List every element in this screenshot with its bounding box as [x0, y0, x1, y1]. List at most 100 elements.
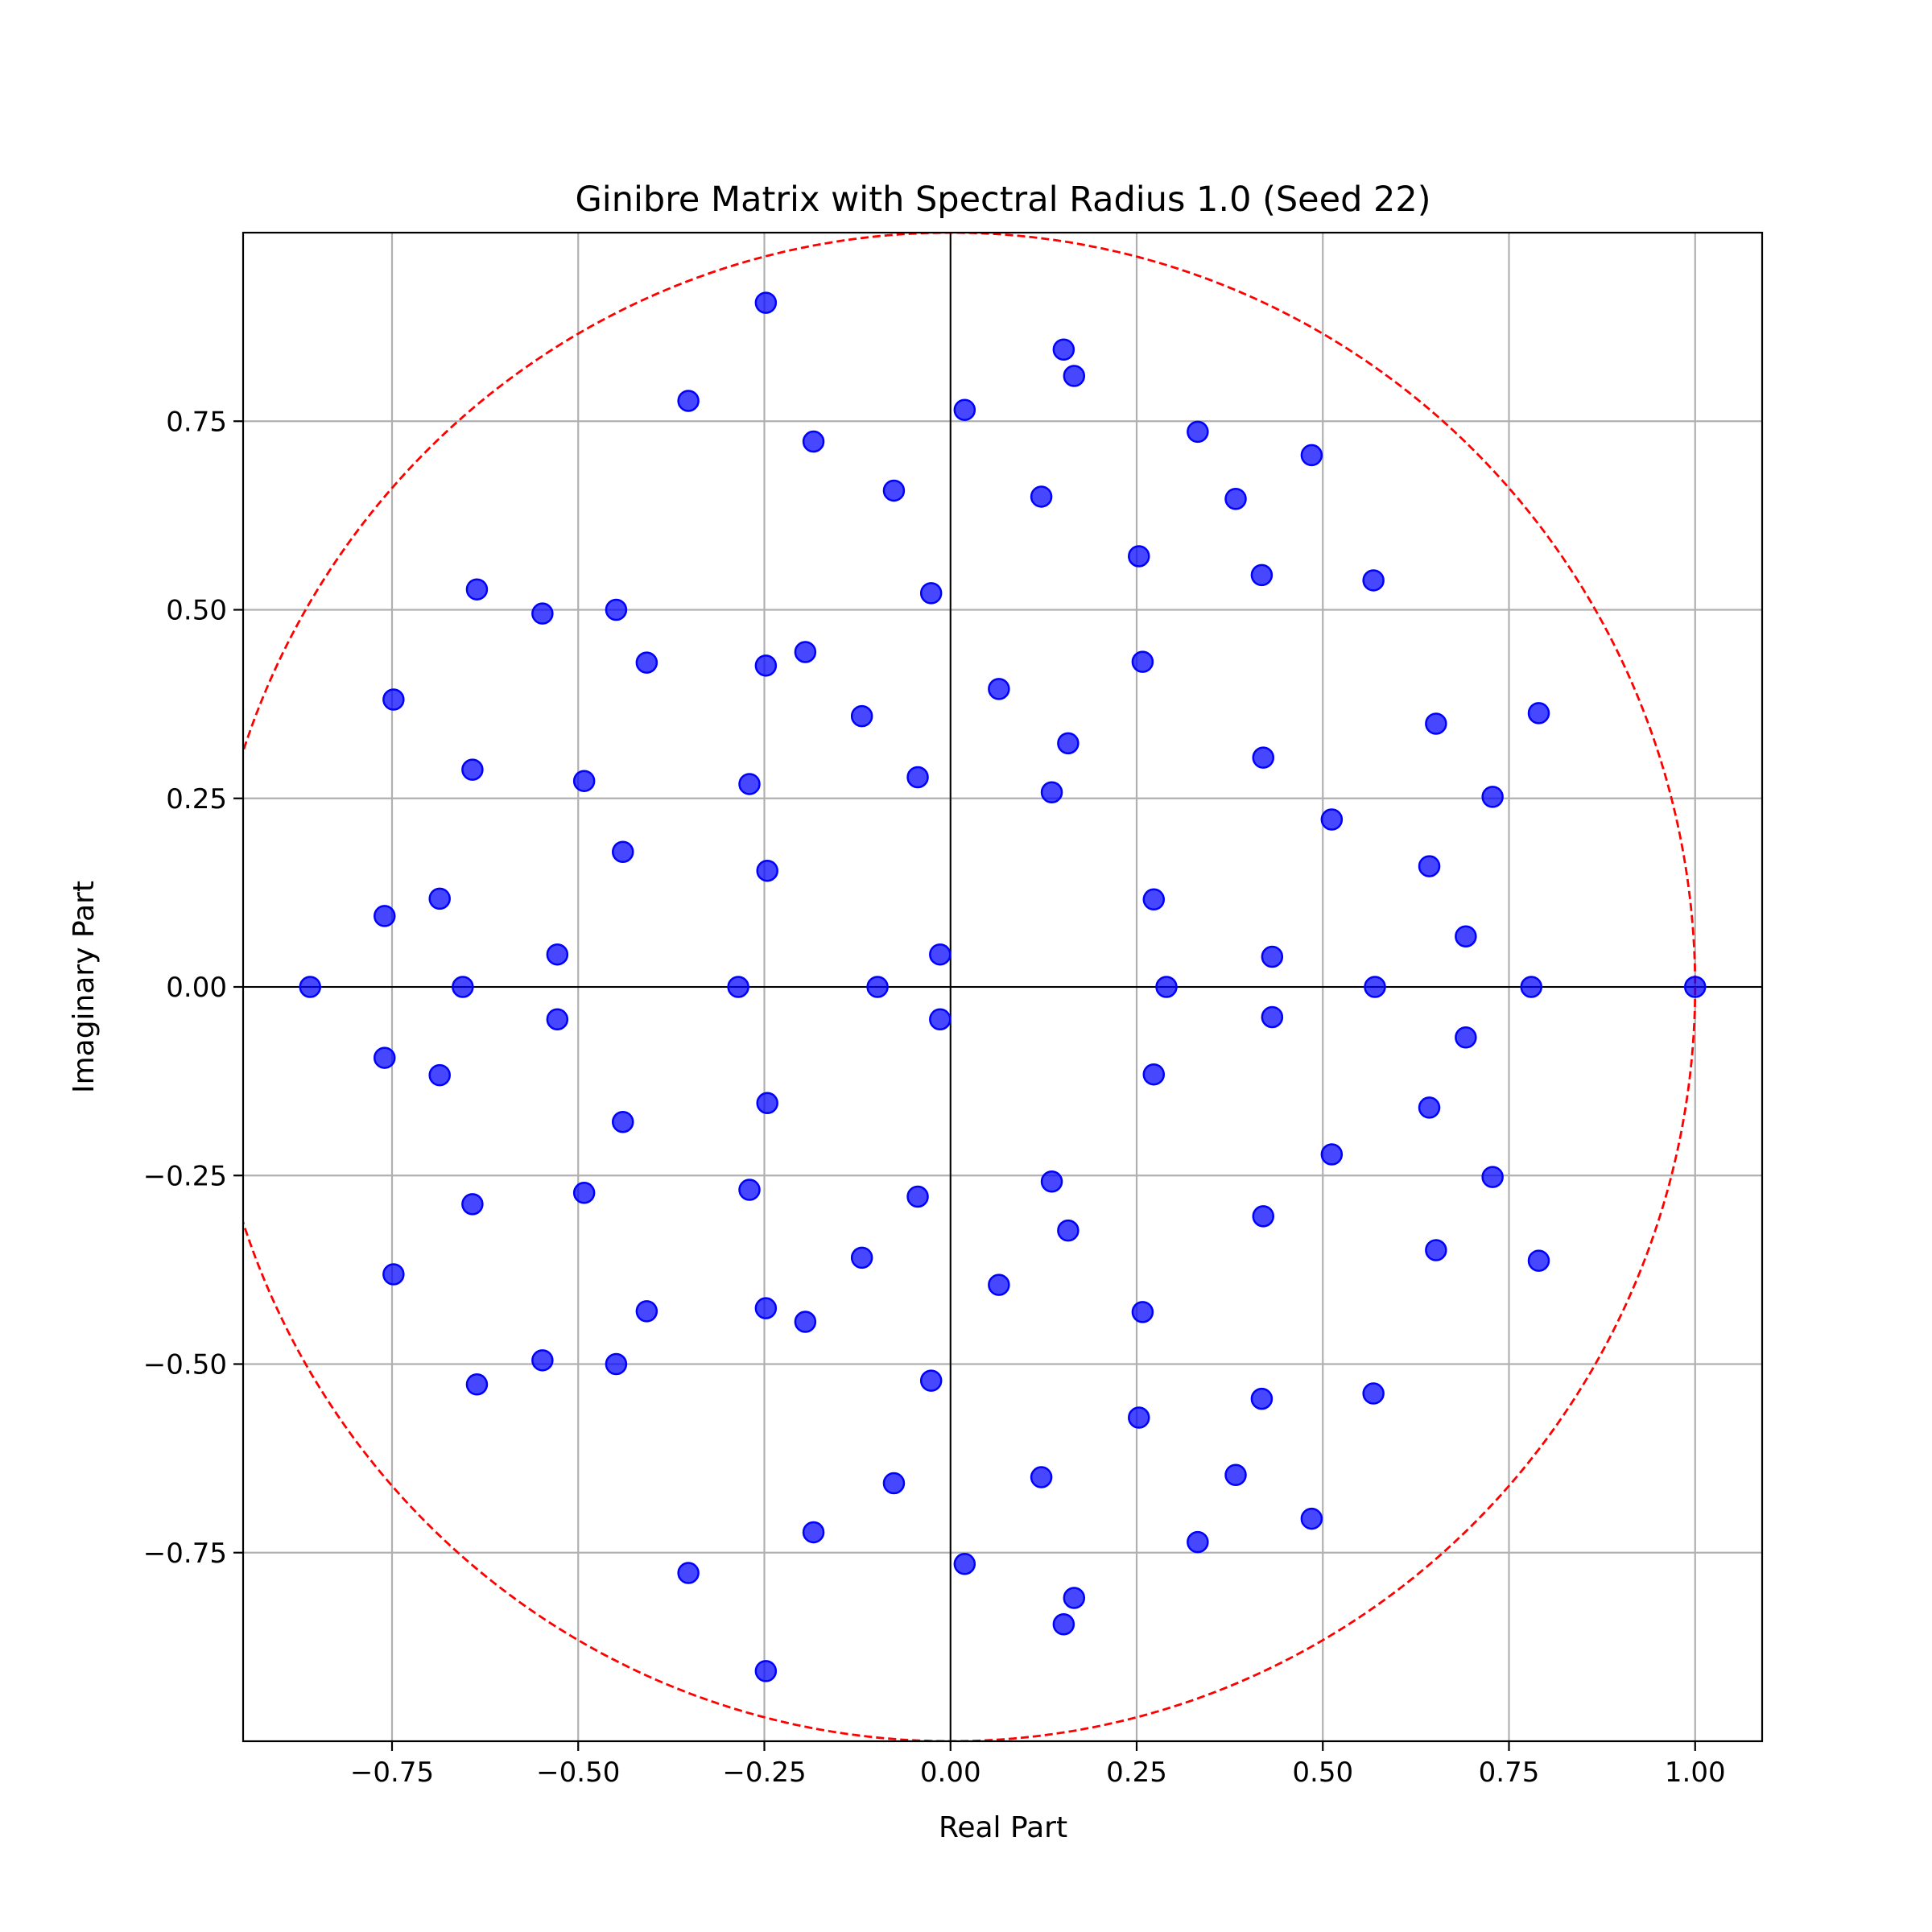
eigenvalue-point: [546, 1008, 569, 1031]
eigenvalue-point: [1128, 545, 1150, 568]
eigenvalue-points: [299, 291, 1707, 1682]
y-axis-label: Imaginary Part: [68, 881, 101, 1093]
eigenvalue-point: [1364, 976, 1386, 998]
eigenvalue-point: [1052, 1613, 1075, 1636]
eigenvalue-point: [1142, 888, 1166, 911]
eigenvalue-point: [1418, 855, 1441, 877]
eigenvalue-point: [1527, 1249, 1550, 1272]
eigenvalue-point: [1320, 808, 1344, 831]
x-tick-label: 0.00: [920, 1757, 981, 1789]
y-tick-label: −0.75: [143, 1538, 227, 1570]
eigenvalue-point: [1128, 1406, 1150, 1429]
eigenvalue-point: [756, 1092, 778, 1115]
eigenvalue-point: [374, 1046, 396, 1069]
eigenvalue-point: [850, 704, 873, 728]
eigenvalue-point: [1030, 485, 1053, 508]
chart-title: Ginibre Matrix with Spectral Radius 1.0 …: [575, 180, 1430, 220]
eigenvalue-point: [1142, 1063, 1166, 1086]
eigenvalue-point: [802, 1521, 825, 1544]
eigenvalue-point: [754, 1660, 778, 1682]
eigenvalue-point: [1481, 786, 1504, 808]
eigenvalue-point: [738, 1179, 761, 1201]
eigenvalue-point: [1362, 569, 1385, 592]
eigenvalue-point: [850, 1246, 873, 1269]
eigenvalue-point: [1063, 365, 1086, 387]
eigenvalue-point: [382, 688, 405, 711]
y-tick-label: 0.75: [166, 406, 227, 438]
eigenvalue-point: [1057, 1219, 1080, 1242]
eigenvalue-point: [1063, 1587, 1086, 1609]
x-tick-label: −0.75: [350, 1757, 434, 1789]
eigenvalue-point: [953, 398, 976, 421]
eigenvalue-point: [802, 430, 825, 453]
eigenvalue-point: [1261, 1005, 1284, 1029]
eigenvalue-point: [738, 773, 761, 795]
eigenvalue-point: [953, 1553, 976, 1575]
eigenvalue-point: [1300, 1507, 1323, 1530]
eigenvalue-point: [988, 678, 1010, 700]
eigenvalue-point: [754, 291, 778, 314]
eigenvalue-point: [1187, 1530, 1209, 1554]
eigenvalue-point: [677, 390, 700, 412]
eigenvalue-point: [794, 1311, 817, 1333]
eigenvalue-point: [754, 654, 778, 677]
eigenvalue-point: [461, 1193, 484, 1216]
x-axis-label: Real Part: [939, 1811, 1067, 1844]
eigenvalue-point: [1300, 444, 1323, 467]
eigenvalue-point: [452, 976, 474, 998]
eigenvalue-point: [929, 1008, 952, 1031]
eigenvalue-point: [1425, 712, 1447, 735]
eigenvalue-point: [1481, 1166, 1504, 1188]
eigenvalue-point: [635, 651, 658, 674]
eigenvalue-point: [919, 1369, 943, 1392]
eigenvalue-point: [1250, 1387, 1274, 1410]
eigenvalue-point: [1362, 1382, 1385, 1405]
eigenvalue-point: [1057, 732, 1080, 755]
eigenvalue-point: [1684, 976, 1707, 998]
eigenvalue-point: [1425, 1239, 1447, 1261]
eigenvalue-point: [465, 578, 489, 601]
eigenvalue-point: [1455, 925, 1477, 947]
eigenvalue-point: [428, 887, 451, 910]
eigenvalue-point: [1030, 1466, 1053, 1488]
eigenvalue-point: [1520, 976, 1542, 998]
eigenvalue-point: [1131, 1301, 1154, 1323]
eigenvalue-point: [906, 1185, 929, 1208]
eigenvalue-point: [1261, 945, 1284, 968]
eigenvalue-point: [919, 582, 943, 605]
y-tick-label: −0.25: [143, 1160, 227, 1192]
eigenvalue-point: [1040, 781, 1063, 804]
x-tick-label: 0.50: [1292, 1757, 1353, 1789]
eigenvalue-point: [1131, 650, 1154, 673]
eigenvalue-point: [1187, 420, 1209, 444]
eigenvalue-point: [1252, 746, 1274, 769]
eigenvalue-point: [428, 1063, 451, 1087]
eigenvalue-point: [572, 1182, 596, 1204]
eigenvalue-point: [572, 770, 596, 792]
x-tick-label: 0.25: [1106, 1757, 1167, 1789]
eigenvalue-point: [866, 976, 889, 998]
y-tick-label: −0.50: [143, 1349, 227, 1381]
x-tick-label: −0.50: [536, 1757, 620, 1789]
eigenvalue-point: [1455, 1026, 1477, 1049]
eigenvalue-point: [531, 1349, 554, 1372]
eigenvalue-point: [906, 766, 929, 789]
eigenvalue-point: [612, 1110, 634, 1133]
eigenvalue-point: [531, 602, 554, 625]
eigenvalue-point: [1155, 976, 1178, 998]
eigenvalue-point: [882, 479, 906, 502]
eigenvalue-point: [1040, 1170, 1063, 1193]
y-axis-ticks: 0.75 0.50 0.25 0.00 −0.25 −0.50 −0.75: [143, 406, 243, 1570]
eigenvalue-point: [635, 1300, 658, 1323]
zero-axis-lines: [243, 233, 1762, 1741]
eigenvalue-point: [546, 943, 569, 966]
eigenvalue-point: [794, 641, 817, 663]
x-tick-label: 0.75: [1479, 1757, 1540, 1789]
eigenvalue-point: [299, 976, 321, 998]
y-tick-label: 0.50: [166, 595, 227, 627]
eigenvalue-point: [882, 1472, 906, 1495]
eigenvalue-point: [1418, 1096, 1441, 1119]
eigenvalue-point: [465, 1373, 489, 1396]
eigenvalue-point: [382, 1263, 405, 1286]
